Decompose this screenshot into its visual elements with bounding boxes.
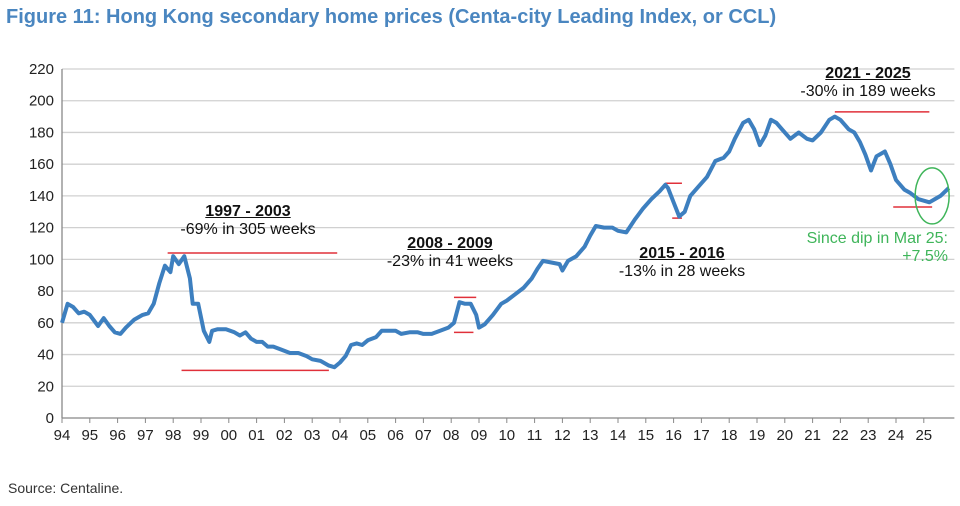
- y-tick-label: 40: [37, 347, 54, 364]
- x-tick-label: 04: [332, 427, 349, 444]
- x-tick-label: 12: [554, 427, 571, 444]
- ccl-series-line: [60, 114, 951, 370]
- source-note: Source: Centaline.: [8, 480, 124, 496]
- x-tick-label: 94: [54, 427, 71, 444]
- annotation-text: -30% in 189 weeks: [800, 83, 936, 100]
- x-tick-label: 95: [81, 427, 98, 444]
- y-tick-label: 20: [37, 378, 54, 395]
- x-tick-label: 20: [776, 427, 793, 444]
- x-tick-label: 15: [637, 427, 654, 444]
- annotation-1997-2003: 1997 - 2003 -69% in 305 weeks: [180, 203, 315, 239]
- annotation-line1: Since dip in Mar 25:: [806, 230, 948, 247]
- annotation-line2: +7.5%: [902, 248, 948, 265]
- annotation-text: -23% in 41 weeks: [386, 253, 514, 270]
- x-tick-label: 07: [415, 427, 432, 444]
- y-tick-label: 180: [29, 124, 54, 141]
- x-tick-label: 96: [109, 427, 126, 444]
- x-tick-label: 21: [804, 427, 821, 444]
- y-tick-label: 200: [29, 93, 54, 110]
- y-tick-label: 220: [29, 61, 54, 78]
- x-tick-label: 18: [721, 427, 738, 444]
- x-tick-label: 03: [304, 427, 321, 444]
- x-tick-label: 97: [137, 427, 154, 444]
- x-tick-label: 17: [693, 427, 710, 444]
- x-tick-label: 23: [860, 427, 877, 444]
- x-tick-label: 11: [527, 427, 543, 444]
- x-tick-label: 09: [471, 427, 488, 444]
- x-tick-label: 00: [220, 427, 237, 444]
- y-tick-label: 160: [29, 156, 54, 173]
- x-tick-label: 98: [165, 427, 182, 444]
- annotation-2008-2009: 2008 - 2009 -23% in 41 weeks: [387, 235, 513, 271]
- y-tick-label: 60: [37, 315, 54, 332]
- y-tick-label: 120: [29, 220, 54, 237]
- x-tick-label: 13: [582, 427, 599, 444]
- chart-title: Figure 11: Hong Kong secondary home pric…: [6, 6, 777, 28]
- x-tick-label: 99: [193, 427, 210, 444]
- annotation-since-dip: Since dip in Mar 25: +7.5%: [807, 230, 948, 266]
- x-tick-label: 25: [915, 427, 932, 444]
- annotation-heading: 2015 - 2016: [639, 245, 725, 262]
- x-tick-label: 19: [749, 427, 766, 444]
- x-tick-label: 05: [359, 427, 376, 444]
- annotation-text: -13% in 28 weeks: [618, 263, 746, 280]
- annotation-heading: 1997 - 2003: [205, 203, 291, 220]
- annotation-heading: 2008 - 2009: [407, 235, 493, 252]
- y-tick-label: 100: [29, 251, 54, 268]
- annotation-2021-2025: 2021 - 2025 -30% in 189 weeks: [800, 65, 935, 101]
- highlight-circle: [914, 167, 950, 225]
- y-tick-label: 140: [29, 188, 54, 205]
- x-tick-label: 14: [610, 427, 627, 444]
- y-tick-label: 0: [46, 410, 54, 427]
- annotation-text: -69% in 305 weeks: [180, 221, 316, 238]
- x-tick-label: 08: [443, 427, 460, 444]
- x-tick-label: 02: [276, 427, 293, 444]
- y-tick-label: 80: [37, 283, 54, 300]
- annotation-2015-2016: 2015 - 2016 -13% in 28 weeks: [619, 245, 745, 281]
- x-tick-label: 10: [498, 427, 515, 444]
- x-tick-label: 22: [832, 427, 849, 444]
- annotation-heading: 2021 - 2025: [825, 65, 911, 82]
- x-tick-label: 16: [665, 427, 682, 444]
- x-tick-label: 24: [888, 427, 905, 444]
- x-tick-label: 01: [248, 427, 265, 444]
- x-tick-label: 06: [387, 427, 404, 444]
